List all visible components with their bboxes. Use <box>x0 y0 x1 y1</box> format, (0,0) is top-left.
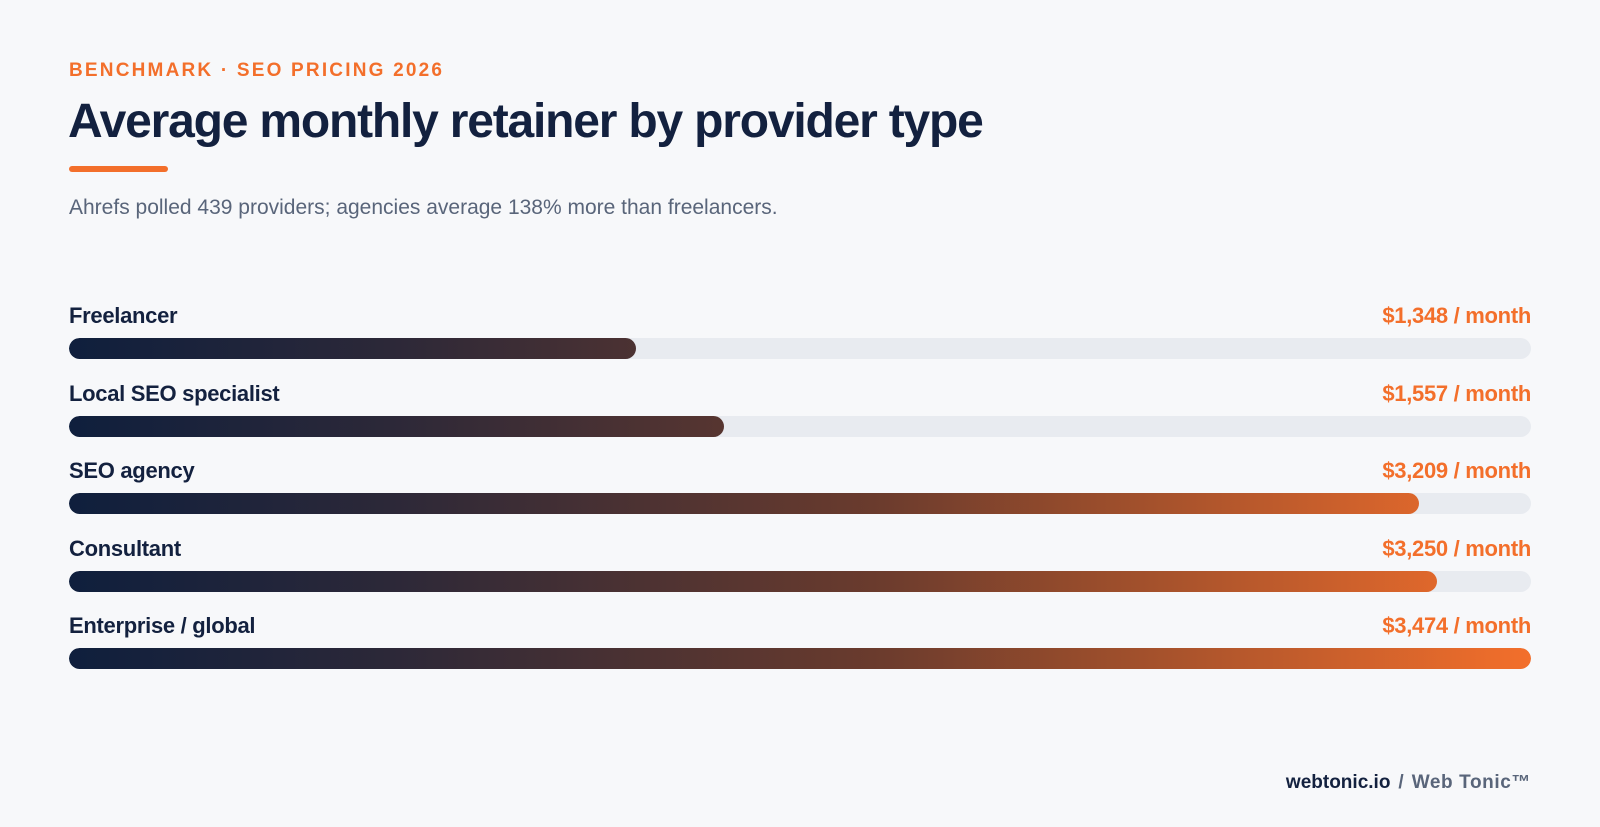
bar-fill <box>69 338 637 359</box>
value-label: $1,557 / month <box>1382 380 1531 406</box>
page-title: Average monthly retainer by provider typ… <box>68 95 984 148</box>
footer-site: webtonic.io <box>1285 772 1391 793</box>
bar-track <box>69 570 1531 592</box>
bar-fill <box>69 493 1420 514</box>
chart-row: SEO agency $3,209 / month <box>69 453 1531 531</box>
bar-fill <box>69 415 725 437</box>
chart-row: Local SEO specialist $1,557 / month <box>69 376 1531 454</box>
bar-fill <box>69 648 1531 669</box>
accent-rule <box>69 166 168 172</box>
bar-chart: Freelancer $1,348 / month Local SEO specia… <box>69 298 1531 686</box>
footer-brand: Web Tonic™ <box>1411 772 1531 793</box>
value-label: $3,250 / month <box>1382 535 1531 561</box>
bar-track <box>69 493 1531 514</box>
subtitle: Ahrefs polled 439 providers; agencies av… <box>69 196 778 219</box>
footer-separator: / <box>1398 772 1404 793</box>
category-label: Enterprise / global <box>69 613 256 638</box>
bar-fill <box>69 570 1437 592</box>
value-label: $3,209 / month <box>1382 458 1531 483</box>
category-label: Freelancer <box>69 303 178 328</box>
category-label: Consultant <box>69 535 181 561</box>
chart-row: Freelancer $1,348 / month <box>69 298 1531 376</box>
category-label: Local SEO specialist <box>69 380 280 406</box>
category-label: SEO agency <box>69 458 195 483</box>
chart-row: Enterprise / global $3,474 / month <box>69 608 1531 686</box>
footer-credit: webtonic.io / Web Tonic™ <box>1286 772 1531 794</box>
bar-track <box>69 415 1531 437</box>
bar-track <box>69 338 1531 359</box>
chart-row: Consultant $3,250 / month <box>69 531 1531 609</box>
value-label: $3,474 / month <box>1382 613 1531 638</box>
value-label: $1,348 / month <box>1382 303 1531 328</box>
eyebrow-label: BENCHMARK · SEO PRICING 2026 <box>69 60 445 81</box>
bar-track <box>69 648 1531 669</box>
